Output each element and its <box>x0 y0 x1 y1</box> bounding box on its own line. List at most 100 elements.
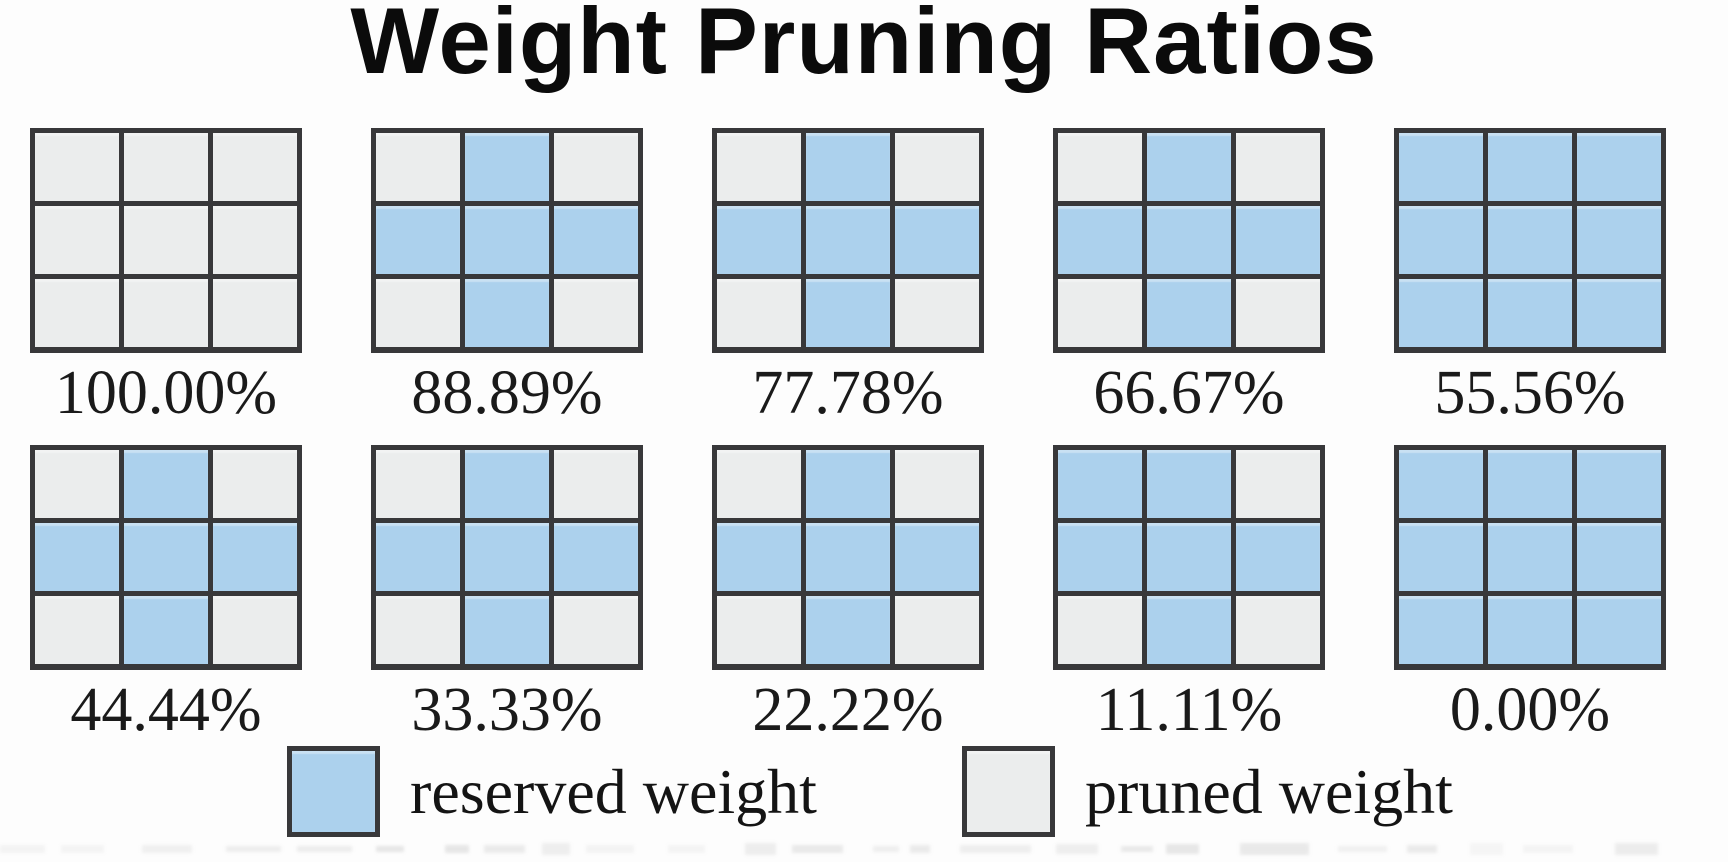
pruning-ratio-label: 77.78% <box>752 359 944 427</box>
pruned-weight-cell <box>124 279 208 347</box>
pruned-weight-cell <box>1236 133 1320 201</box>
reserved-weight-cell <box>1577 206 1661 274</box>
pruning-grid-66-67: 66.67% <box>1053 128 1325 424</box>
weight-matrix <box>371 128 643 353</box>
pruning-grid-100-00: 100.00% <box>30 128 302 424</box>
reserved-weight-cell <box>1058 450 1142 518</box>
legend-label-pruned: pruned weight <box>1085 755 1453 827</box>
reserved-weight-cell <box>1147 523 1231 591</box>
artifact-dash <box>61 844 104 854</box>
reserved-weight-cell <box>465 450 549 518</box>
pruned-weight-cell <box>213 450 297 518</box>
artifact-dash <box>0 844 45 854</box>
pruning-grid-44-44: 44.44% <box>30 445 302 741</box>
weight-matrix <box>1394 128 1666 353</box>
artifact-dash <box>1522 844 1573 854</box>
pruned-weight-cell <box>717 279 801 347</box>
reserved-weight-cell <box>1488 133 1572 201</box>
pruned-weight-cell <box>554 279 638 347</box>
reserved-weight-cell <box>124 450 208 518</box>
reserved-weight-cell <box>1399 279 1483 347</box>
artifact-dash <box>1165 843 1199 855</box>
pruned-weight-cell <box>213 596 297 664</box>
pruning-grid-88-89: 88.89% <box>371 128 643 424</box>
legend-item-pruned: pruned weight <box>962 746 1453 837</box>
pruned-weight-cell <box>376 133 460 201</box>
pruned-weight-cell <box>717 133 801 201</box>
reserved-weight-cell <box>35 523 119 591</box>
reserved-weight-cell <box>1147 133 1231 201</box>
artifact-dash <box>1239 843 1309 855</box>
reserved-weight-cell <box>806 596 890 664</box>
pruning-ratio-label: 0.00% <box>1449 676 1611 744</box>
artifact-dash <box>909 845 931 853</box>
artifact-dash <box>1469 843 1503 855</box>
reserved-weight-cell <box>1577 596 1661 664</box>
reserved-weight-cell <box>213 523 297 591</box>
pruned-weight-cell <box>35 279 119 347</box>
reserved-weight-cell <box>1147 279 1231 347</box>
artifact-dash <box>376 846 404 852</box>
pruning-grid-11-11: 11.11% <box>1053 445 1325 741</box>
reserved-weight-cell <box>465 523 549 591</box>
reserved-weight-cell <box>465 596 549 664</box>
weight-matrix <box>371 445 643 670</box>
reserved-weight-cell <box>1147 450 1231 518</box>
pruned-weight-cell <box>717 596 801 664</box>
reserved-weight-cell <box>1577 450 1661 518</box>
pruned-weight-cell <box>376 596 460 664</box>
reserved-weight-cell <box>1488 206 1572 274</box>
pruned-weight-swatch <box>962 746 1055 837</box>
reserved-weight-cell <box>1577 279 1661 347</box>
reserved-weight-cell <box>376 523 460 591</box>
artifact-dash <box>668 845 706 853</box>
pruned-weight-cell <box>554 450 638 518</box>
reserved-weight-cell <box>1399 523 1483 591</box>
pruned-weight-cell <box>1236 596 1320 664</box>
reserved-weight-cell <box>1577 133 1661 201</box>
reserved-weight-cell <box>1236 523 1320 591</box>
pruning-grid-33-33: 33.33% <box>371 445 643 741</box>
pruned-weight-cell <box>35 450 119 518</box>
weight-matrix <box>1053 445 1325 670</box>
figure-title: Weight Pruning Ratios <box>350 0 1378 93</box>
pruned-weight-cell <box>124 133 208 201</box>
reserved-weight-cell <box>1488 450 1572 518</box>
pruning-ratio-label: 88.89% <box>411 359 603 427</box>
pruned-weight-cell <box>213 133 297 201</box>
artifact-dash <box>792 845 844 853</box>
reserved-weight-cell <box>1058 523 1142 591</box>
weight-matrix <box>1053 128 1325 353</box>
artifact-dash <box>542 843 570 855</box>
reserved-weight-cell <box>124 596 208 664</box>
pruned-weight-cell <box>895 279 979 347</box>
pruning-grid-0-00: 0.00% <box>1394 445 1666 741</box>
reserved-weight-cell <box>1147 206 1231 274</box>
legend-item-reserved: reserved weight <box>287 746 817 837</box>
reserved-weight-cell <box>376 206 460 274</box>
reserved-weight-cell <box>1399 450 1483 518</box>
pruning-grid-55-56: 55.56% <box>1394 128 1666 424</box>
legend-label-reserved: reserved weight <box>410 755 817 827</box>
pruning-ratio-label: 11.11% <box>1095 676 1283 744</box>
reserved-weight-cell <box>1236 206 1320 274</box>
artifact-dash <box>873 845 899 853</box>
reserved-weight-cell <box>554 206 638 274</box>
pruning-ratio-label: 100.00% <box>54 359 278 427</box>
reserved-weight-cell <box>1058 206 1142 274</box>
reserved-weight-cell <box>124 523 208 591</box>
pruned-weight-cell <box>1058 596 1142 664</box>
artifact-dash <box>744 843 776 855</box>
reserved-weight-cell <box>806 523 890 591</box>
pruned-weight-cell <box>35 206 119 274</box>
reserved-weight-cell <box>465 206 549 274</box>
pruned-weight-cell <box>35 133 119 201</box>
pruned-weight-cell <box>1058 133 1142 201</box>
reserved-weight-cell <box>1399 596 1483 664</box>
reserved-weight-cell <box>1488 279 1572 347</box>
artifact-dash <box>226 846 281 852</box>
reserved-weight-cell <box>717 523 801 591</box>
weight-matrix <box>712 128 984 353</box>
reserved-weight-cell <box>1147 596 1231 664</box>
